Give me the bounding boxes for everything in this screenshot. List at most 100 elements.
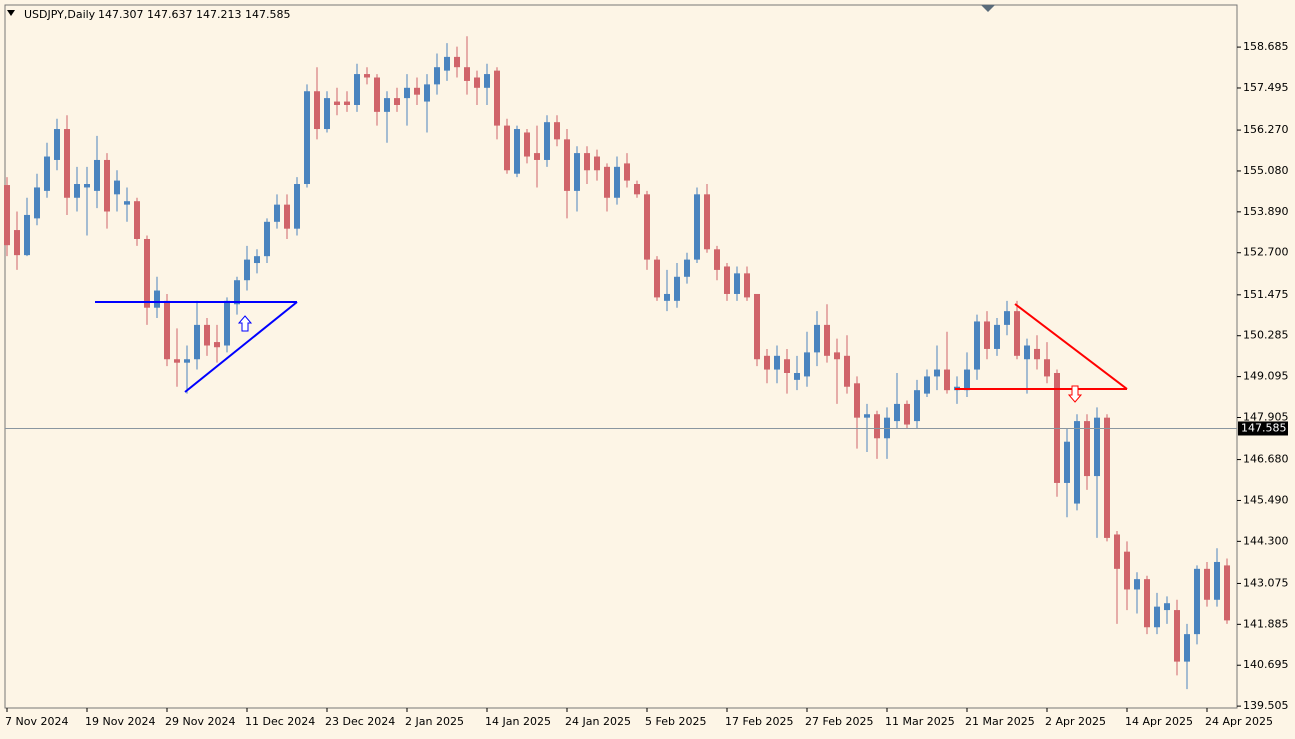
candle-body	[564, 139, 570, 191]
candle-body	[624, 163, 630, 181]
candle-body	[124, 201, 130, 205]
y-tick-label: 151.475	[1243, 288, 1289, 301]
candle-body	[694, 194, 700, 260]
candle-body	[904, 403, 910, 425]
candle-body	[1084, 421, 1090, 477]
menu-arrow[interactable]	[7, 10, 15, 16]
candle-body	[224, 300, 230, 346]
candle-body	[554, 122, 560, 140]
candle-body	[654, 259, 660, 298]
ohlc-label: 147.307 147.637 147.213 147.585	[98, 8, 290, 21]
candle-body	[524, 132, 530, 157]
candle-body	[1004, 311, 1010, 325]
y-tick-label: 149.095	[1243, 370, 1289, 383]
candle-body	[284, 204, 290, 229]
candle-body	[824, 324, 830, 356]
candle-body	[74, 184, 80, 198]
candle-body	[1204, 568, 1210, 600]
candle-body	[294, 184, 300, 229]
candle-body	[64, 129, 70, 198]
candle-body	[994, 324, 1000, 349]
candle-body	[274, 204, 280, 222]
candle-body	[964, 369, 970, 391]
x-tick-label: 2 Apr 2025	[1045, 715, 1106, 728]
candle-body	[544, 122, 550, 160]
buy-arrow	[237, 315, 253, 332]
candle-body	[474, 77, 480, 88]
candle-body	[644, 194, 650, 260]
candle-body	[154, 290, 160, 308]
candle-body	[984, 321, 990, 349]
y-tick-label: 143.075	[1243, 576, 1289, 589]
y-tick-label: 139.505	[1243, 699, 1289, 712]
candle-body	[874, 414, 880, 439]
candle-body	[444, 56, 450, 71]
candle-body	[174, 359, 180, 363]
candle-body	[714, 249, 720, 270]
x-tick-label: 29 Nov 2024	[165, 715, 235, 728]
price-label-bg	[1238, 421, 1288, 436]
candle-body	[1074, 421, 1080, 504]
candle-body	[704, 194, 710, 250]
candle-body	[734, 273, 740, 294]
candle-body	[364, 74, 370, 78]
candle-body	[894, 403, 900, 422]
y-tick-label: 150.285	[1243, 329, 1289, 342]
plot	[4, 36, 1230, 690]
candle-body	[434, 67, 440, 85]
candle-body	[744, 273, 750, 298]
candle-body	[684, 259, 690, 277]
y-tick-label: 153.890	[1243, 205, 1289, 218]
y-tick-label: 158.685	[1243, 40, 1289, 53]
candle-body	[854, 383, 860, 418]
x-tick-label: 23 Dec 2024	[325, 715, 395, 728]
y-tick-label: 141.885	[1243, 617, 1289, 630]
candle-body	[1134, 579, 1140, 590]
trend-line	[184, 301, 298, 393]
candle-body	[724, 266, 730, 294]
candle-body	[664, 293, 670, 301]
candle-body	[884, 417, 890, 439]
candle-body	[1034, 348, 1040, 360]
chart-title: USDJPY,Daily	[24, 8, 96, 21]
candle-body	[534, 153, 540, 160]
candle-body	[584, 153, 590, 171]
candle-body	[24, 214, 30, 256]
candle-body	[204, 324, 210, 346]
candle-body	[344, 101, 350, 105]
drawings	[95, 301, 1128, 403]
candle-body	[1174, 610, 1180, 662]
candle-body	[114, 180, 120, 195]
price-label: 147.585	[1241, 421, 1287, 434]
candle-body	[514, 129, 520, 174]
y-tick-label: 147.905	[1243, 410, 1289, 423]
candle-body	[4, 185, 10, 246]
candle-body	[794, 372, 800, 380]
y-tick-label: 145.490	[1243, 493, 1289, 506]
candle-body	[94, 159, 100, 191]
x-tick-label: 2 Jan 2025	[405, 715, 464, 728]
candle-body	[1164, 603, 1170, 611]
candle-body	[324, 98, 330, 130]
sell-arrow	[1067, 385, 1083, 403]
x-tick-label: 27 Feb 2025	[805, 715, 873, 728]
candle-body	[144, 238, 150, 308]
candle-body	[1054, 372, 1060, 483]
candle-body	[1124, 551, 1130, 590]
x-tick-label: 19 Nov 2024	[85, 715, 155, 728]
candle-body	[484, 74, 490, 88]
candle-body	[944, 369, 950, 391]
x-tick-label: 11 Dec 2024	[245, 715, 315, 728]
candle-body	[194, 324, 200, 360]
candle-body	[1044, 359, 1050, 377]
candle-body	[164, 300, 170, 360]
y-tick-label: 144.300	[1243, 534, 1289, 547]
candle-body	[784, 359, 790, 373]
candle-body	[214, 342, 220, 348]
plot-frame	[4, 4, 1238, 709]
candle-body	[764, 355, 770, 370]
candle-body	[314, 91, 320, 130]
candle-body	[494, 70, 500, 126]
